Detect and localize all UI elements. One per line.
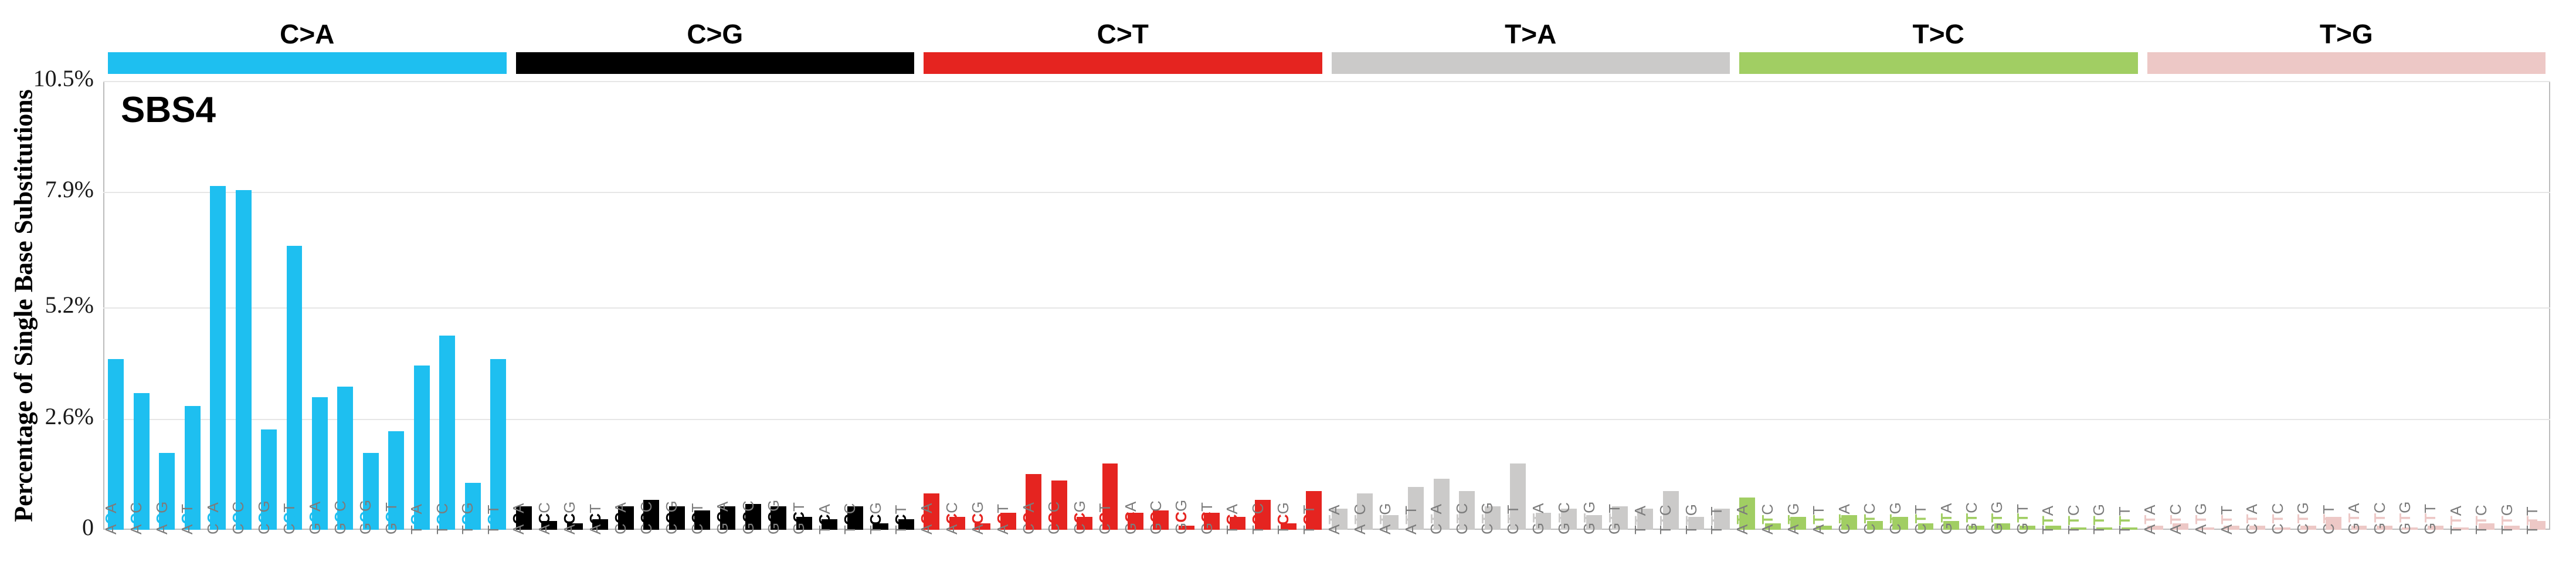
svg-text:GCC: GCC <box>331 500 349 534</box>
svg-text:CCC: CCC <box>637 502 655 534</box>
svg-text:TTG: TTG <box>1682 504 1700 534</box>
svg-text:CCA: CCA <box>204 502 222 534</box>
svg-text:ATC: ATC <box>2167 504 2184 534</box>
svg-text:CTC: CTC <box>1453 503 1471 534</box>
svg-text:TCG: TCG <box>867 502 884 534</box>
svg-text:GTA: GTA <box>1937 503 1955 534</box>
svg-text:ACG: ACG <box>969 502 986 534</box>
svg-text:TCT: TCT <box>892 505 909 534</box>
svg-text:ATT: ATT <box>1402 506 1420 534</box>
svg-text:CTG: CTG <box>2294 502 2312 534</box>
svg-text:GCC: GCC <box>739 500 757 534</box>
svg-text:ACT: ACT <box>586 504 604 534</box>
svg-text:GCC: GCC <box>1147 500 1165 534</box>
svg-text:GCT: GCT <box>382 502 400 534</box>
svg-text:GTG: GTG <box>2396 502 2414 534</box>
svg-text:CCG: CCG <box>255 500 273 534</box>
svg-text:ATA: ATA <box>2141 505 2158 534</box>
svg-text:CCC: CCC <box>229 502 247 534</box>
svg-text:CCT: CCT <box>1096 503 1114 534</box>
svg-text:ATG: ATG <box>2192 503 2210 534</box>
svg-text:CTT: CTT <box>2320 505 2337 534</box>
svg-text:CCA: CCA <box>1020 502 1037 534</box>
svg-text:TTC: TTC <box>2065 505 2082 534</box>
svg-text:ACT: ACT <box>178 504 196 534</box>
svg-text:GCT: GCT <box>790 502 807 534</box>
svg-text:GCT: GCT <box>1198 502 1216 534</box>
svg-text:CCC: CCC <box>1045 502 1063 534</box>
svg-text:TCA: TCA <box>1223 503 1241 534</box>
svg-text:TTA: TTA <box>2447 505 2465 534</box>
svg-text:ATC: ATC <box>1759 504 1776 534</box>
svg-text:TCG: TCG <box>459 502 476 534</box>
svg-text:CTC: CTC <box>2269 503 2286 534</box>
svg-text:TTG: TTG <box>2090 504 2107 534</box>
svg-text:ACT: ACT <box>994 504 1012 534</box>
svg-text:ATA: ATA <box>1733 505 1751 534</box>
svg-text:ACA: ACA <box>918 503 935 534</box>
svg-text:ACA: ACA <box>102 503 120 534</box>
svg-text:CTA: CTA <box>2243 503 2261 534</box>
svg-text:CCT: CCT <box>280 503 298 534</box>
svg-text:ATT: ATT <box>1810 506 1827 534</box>
svg-text:ATC: ATC <box>1351 504 1369 534</box>
svg-text:ACG: ACG <box>561 502 578 534</box>
svg-text:GTC: GTC <box>1963 502 1980 534</box>
svg-text:ATT: ATT <box>2218 506 2235 534</box>
svg-text:ACG: ACG <box>153 502 171 534</box>
svg-text:CCG: CCG <box>663 500 680 534</box>
svg-text:TTA: TTA <box>2039 505 2056 534</box>
svg-text:GCG: GCG <box>765 500 782 534</box>
svg-text:GTA: GTA <box>2345 503 2363 534</box>
svg-text:GCA: GCA <box>714 501 731 534</box>
svg-text:GTC: GTC <box>2371 502 2388 534</box>
svg-text:GTT: GTT <box>2421 504 2439 534</box>
svg-text:TCA: TCA <box>408 503 425 534</box>
svg-text:TCT: TCT <box>1300 505 1318 534</box>
svg-text:CTT: CTT <box>1912 505 1929 534</box>
svg-text:GCG: GCG <box>1172 500 1190 534</box>
svg-text:TTT: TTT <box>2116 506 2133 534</box>
svg-text:TTG: TTG <box>2498 504 2516 534</box>
svg-text:CTA: CTA <box>1835 503 1853 534</box>
svg-text:TCA: TCA <box>816 503 833 534</box>
svg-text:CCA: CCA <box>612 502 629 534</box>
svg-text:CCT: CCT <box>688 503 706 534</box>
svg-text:ATA: ATA <box>1325 505 1343 534</box>
svg-text:TCC: TCC <box>433 503 451 534</box>
svg-text:ACC: ACC <box>943 502 961 534</box>
svg-text:TCG: TCG <box>1274 502 1292 534</box>
svg-text:ACC: ACC <box>127 502 145 534</box>
svg-text:ATG: ATG <box>1784 503 1802 534</box>
svg-text:ACC: ACC <box>535 502 553 534</box>
svg-text:TCC: TCC <box>1249 503 1267 534</box>
svg-text:TTA: TTA <box>1631 505 1649 534</box>
svg-text:CTG: CTG <box>1478 502 1496 534</box>
svg-text:TTT: TTT <box>2523 506 2541 534</box>
svg-text:GCG: GCG <box>357 500 374 534</box>
svg-text:TCT: TCT <box>484 505 502 534</box>
svg-text:GTT: GTT <box>2014 504 2031 534</box>
svg-text:CTA: CTA <box>1427 503 1445 534</box>
svg-text:TTC: TTC <box>1657 505 1674 534</box>
svg-text:CCG: CCG <box>1071 500 1088 534</box>
svg-text:ATG: ATG <box>1376 503 1394 534</box>
svg-text:GCA: GCA <box>306 501 324 534</box>
svg-text:TTT: TTT <box>1708 506 1725 534</box>
svg-text:GTT: GTT <box>1606 504 1623 534</box>
svg-text:CTC: CTC <box>1861 503 1878 534</box>
svg-text:TTC: TTC <box>2472 505 2490 534</box>
svg-text:GTA: GTA <box>1529 503 1547 534</box>
svg-text:ACA: ACA <box>510 503 527 534</box>
svg-text:GTG: GTG <box>1580 502 1598 534</box>
svg-text:GTG: GTG <box>1988 502 2005 534</box>
svg-text:GTC: GTC <box>1555 502 1573 534</box>
svg-text:TCC: TCC <box>841 503 858 534</box>
svg-text:CTT: CTT <box>1504 505 1522 534</box>
svg-text:GCA: GCA <box>1122 501 1139 534</box>
svg-text:CTG: CTG <box>1886 502 1904 534</box>
